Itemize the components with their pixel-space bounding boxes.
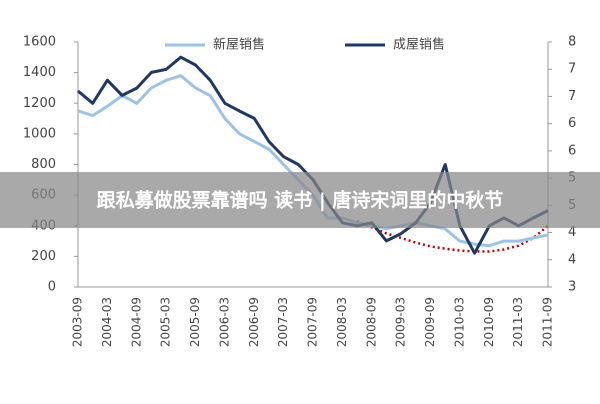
x-tick-label: 2008-09 (364, 297, 378, 347)
y-tick-label: 1000 (23, 126, 56, 141)
x-tick-label: 2005-03 (159, 297, 173, 347)
trend-line (356, 220, 549, 253)
x-tick-label: 2006-09 (247, 297, 261, 347)
y2-tick-label: 4 (568, 225, 576, 240)
x-tick-label: 2006-03 (217, 297, 231, 347)
x-tick-label: 2010-09 (482, 297, 496, 347)
x-tick-label: 2009-03 (394, 297, 408, 347)
y2-tick-label: 7 (568, 89, 576, 104)
x-tick-label: 2008-03 (335, 297, 349, 347)
x-tick-label: 2003-09 (71, 297, 85, 347)
x-tick-label: 2004-03 (100, 297, 114, 347)
y-tick-label: 200 (31, 249, 56, 264)
x-tick-label: 2004-09 (129, 297, 143, 347)
x-tick-label: 2005-09 (188, 297, 202, 347)
y2-tick-label: 6 (568, 143, 576, 158)
x-tick-label: 2007-03 (276, 297, 290, 347)
x-tick-label: 2011-09 (541, 297, 555, 347)
x-tick-label: 2007-09 (306, 297, 320, 347)
banner (0, 172, 600, 228)
y2-tick-label: 6 (568, 116, 576, 131)
y2-tick-label: 8 (568, 35, 576, 50)
x-tick-label: 2010-03 (452, 297, 466, 347)
y2-tick-label: 3 (568, 280, 576, 295)
y-tick-label: 800 (31, 157, 56, 172)
legend-label: 新屋销售 (213, 37, 265, 53)
y-tick-label: 0 (48, 280, 56, 295)
y-tick-label: 1200 (23, 96, 56, 111)
x-tick-label: 2009-09 (423, 297, 437, 347)
x-tick-label: 2011-03 (511, 297, 525, 347)
banner-text: 跟私募做股票靠谱吗 读书 | 唐诗宋词里的中秋节 (97, 189, 504, 212)
legend-label: 成屋销售 (393, 37, 445, 53)
y2-tick-label: 4 (568, 252, 576, 267)
y2-tick-label: 7 (568, 62, 576, 77)
y-tick-label: 1600 (23, 35, 56, 50)
y-tick-label: 1400 (23, 65, 56, 80)
